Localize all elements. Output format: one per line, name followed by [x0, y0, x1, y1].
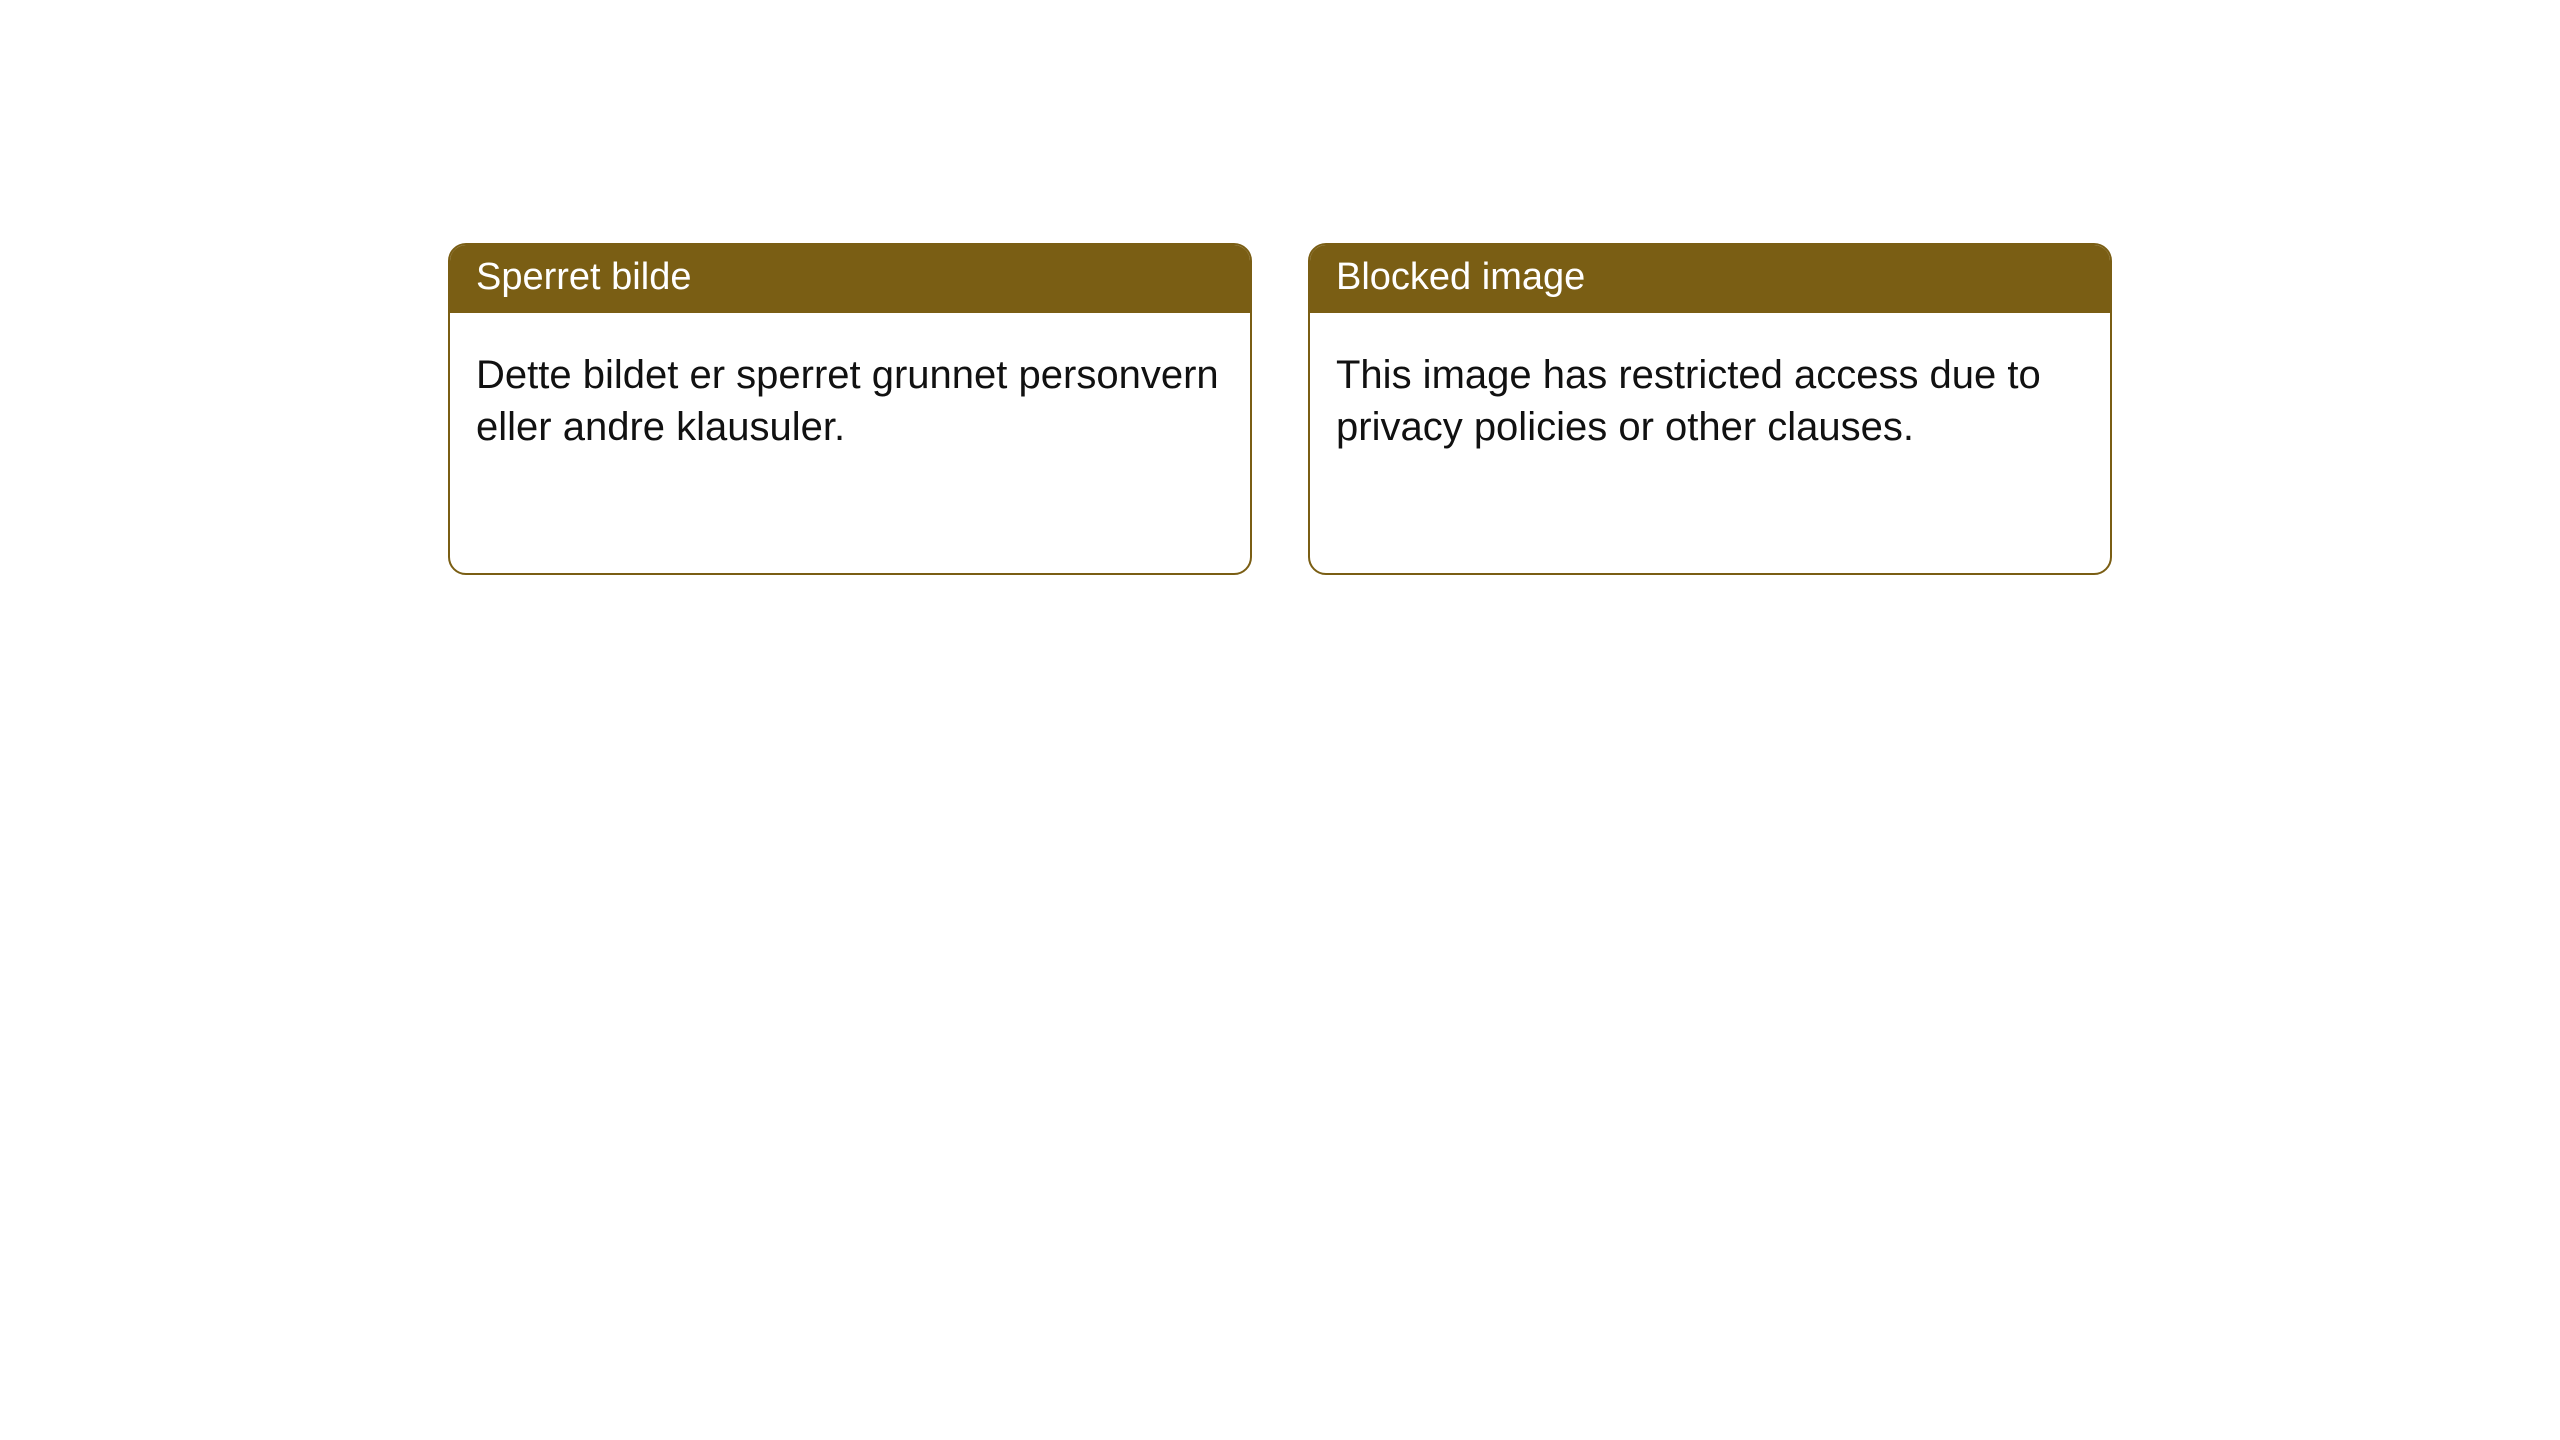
- blocked-image-card-en: Blocked image This image has restricted …: [1308, 243, 2112, 575]
- card-body-en: This image has restricted access due to …: [1310, 313, 2110, 481]
- card-body-no: Dette bildet er sperret grunnet personve…: [450, 313, 1250, 481]
- notice-container: Sperret bilde Dette bildet er sperret gr…: [0, 0, 2560, 575]
- card-header-no: Sperret bilde: [450, 245, 1250, 313]
- blocked-image-card-no: Sperret bilde Dette bildet er sperret gr…: [448, 243, 1252, 575]
- card-header-en: Blocked image: [1310, 245, 2110, 313]
